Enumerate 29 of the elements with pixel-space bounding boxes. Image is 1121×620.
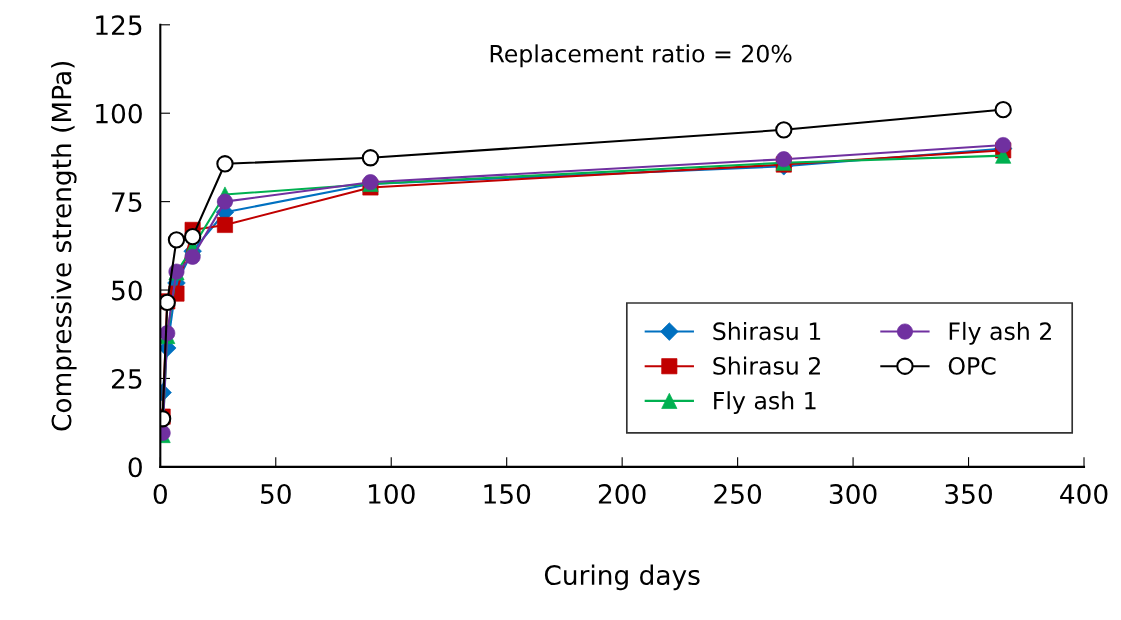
point bbox=[775, 121, 793, 139]
x-tick-label: 0 bbox=[153, 483, 167, 504]
x-tick-label: 100 bbox=[368, 483, 415, 504]
x-tick-label: 50 bbox=[261, 483, 291, 504]
point bbox=[216, 155, 234, 173]
y-tick-label: 75 bbox=[112, 192, 142, 213]
x-tick-label: 350 bbox=[945, 483, 992, 504]
y-axis-title: Compressive strength (MPa) bbox=[51, 61, 77, 431]
x-tick-label: 150 bbox=[484, 483, 531, 504]
legend-label: Shirasu 1 bbox=[713, 321, 821, 341]
y-tick-label: 0 bbox=[128, 457, 142, 478]
point bbox=[183, 227, 202, 246]
legend-label: Fly ash 1 bbox=[714, 391, 816, 415]
annotation: Replacement ratio = 20% bbox=[490, 44, 792, 68]
y-tick-label: 25 bbox=[111, 368, 142, 389]
x-tick-label: 200 bbox=[598, 483, 646, 504]
x-axis-title: Curing days bbox=[544, 564, 700, 591]
x-tick-label: 400 bbox=[1060, 483, 1108, 504]
y-tick-label: 100 bbox=[96, 103, 142, 124]
y-tick-label: 50 bbox=[112, 280, 142, 301]
point bbox=[994, 101, 1012, 119]
point bbox=[167, 231, 186, 249]
legend-label: Fly ash 2 bbox=[949, 321, 1051, 345]
legend-label: OPC bbox=[948, 356, 996, 375]
x-tick-label: 250 bbox=[714, 483, 762, 504]
x-tick-label: 300 bbox=[829, 483, 877, 504]
legend-label: Shirasu 2 bbox=[713, 356, 820, 375]
point bbox=[361, 149, 380, 167]
y-tick-label: 125 bbox=[96, 15, 142, 36]
